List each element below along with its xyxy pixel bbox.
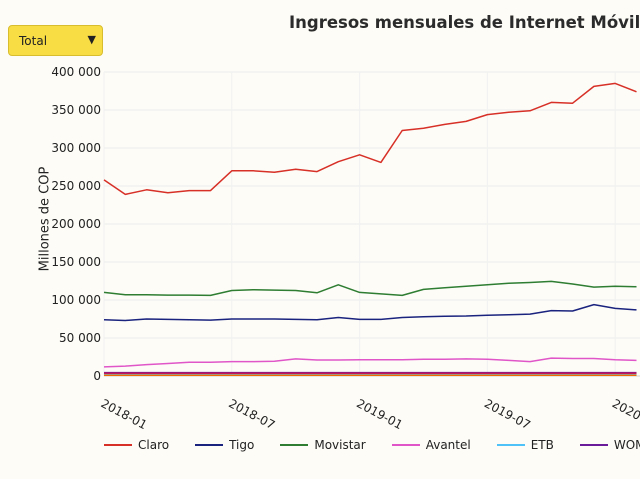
legend-item-claro[interactable]: Claro	[104, 438, 169, 452]
series-line-movistar[interactable]	[103, 280, 637, 297]
legend-item-etb[interactable]: ETB	[496, 438, 554, 452]
total-dropdown[interactable]: Total ▼	[8, 25, 103, 56]
legend-swatch	[104, 443, 132, 446]
legend-swatch	[496, 443, 525, 446]
grid-layer	[103, 71, 640, 377]
x-tick-label: 2019-01	[354, 396, 405, 432]
legend-item-tigo[interactable]: Tigo	[195, 438, 254, 452]
x-tick-label: 2018-07	[226, 396, 277, 432]
series-line-tigo[interactable]	[103, 303, 637, 322]
legend-item-avantel[interactable]: Avantel	[391, 438, 471, 452]
y-tick-label: 50 000	[59, 331, 101, 345]
y-tick-labels: 0 50 000 100 000 150 000 200 000 250 000 300 0…	[51, 65, 101, 383]
y-tick-label: 200 000	[51, 217, 101, 231]
legend-label: Claro	[138, 438, 170, 452]
chevron-down-icon: ▼	[87, 33, 96, 46]
y-tick-label: 150 000	[51, 255, 101, 269]
y-tick-label: 350 000	[51, 103, 101, 117]
series-line-claro[interactable]	[103, 82, 637, 196]
x-tick-label: 2018-01	[99, 396, 150, 432]
chart-legend: ClaroTigoMovistarAvantelETBWOMVirgin	[104, 438, 640, 456]
legend-label: Movistar	[314, 438, 366, 452]
chart-title: Ingresos mensuales de Internet Móvil	[289, 13, 640, 32]
y-tick-label: 0	[93, 369, 101, 383]
y-tick-label: 400 000	[51, 65, 101, 79]
legend-swatch	[579, 443, 608, 446]
y-tick-label: 100 000	[51, 293, 101, 307]
x-tick-labels: 2018-01 2018-07 2019-01 2019-07 2020-01	[99, 396, 640, 432]
y-tick-label: 300 000	[51, 141, 101, 155]
legend-label: ETB	[530, 438, 554, 452]
legend-label: Avantel	[425, 438, 471, 452]
legend-swatch	[391, 443, 420, 446]
y-tick-label: 250 000	[51, 179, 101, 193]
legend-item-movistar[interactable]: Movistar	[280, 438, 366, 452]
legend-label: Tigo	[229, 438, 255, 452]
legend-item-wom[interactable]: WOM	[579, 438, 640, 452]
legend-swatch	[280, 443, 309, 446]
dropdown-selected-value: Total	[19, 34, 48, 48]
series-lines	[103, 82, 637, 376]
x-tick-label: 2020-01	[610, 396, 640, 432]
series-line-avantel[interactable]	[103, 357, 637, 368]
x-tick-label: 2019-07	[482, 396, 533, 432]
legend-swatch	[195, 443, 224, 446]
legend-label: WOM	[613, 438, 640, 452]
